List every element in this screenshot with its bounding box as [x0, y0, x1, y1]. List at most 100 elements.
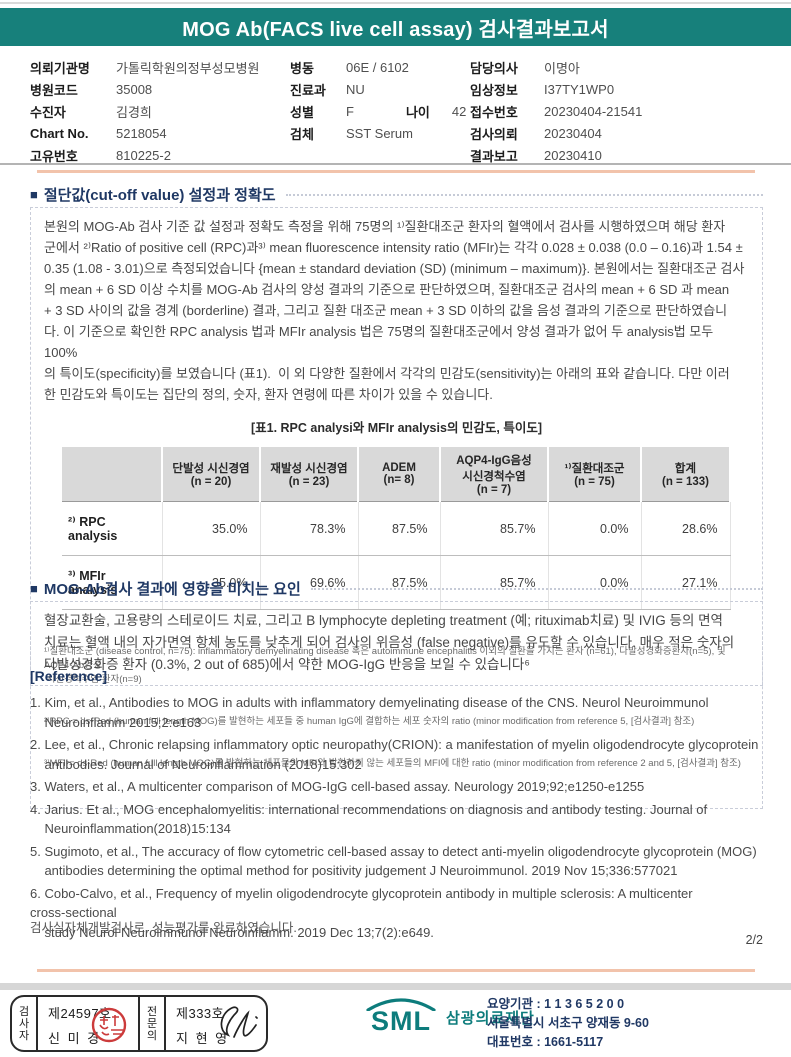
reference-item: 3. Waters, et al., A multicenter compari…	[30, 779, 645, 794]
row-header: ³⁾ MFIr analysis	[62, 555, 163, 610]
section-title: 절단값(cut-off value) 설정과 정확도	[43, 186, 276, 204]
field-label: 담당의사	[470, 60, 518, 76]
specialist-cell: 제333호 지 현 영	[166, 997, 266, 1050]
section-header: ■ 절단값(cut-off value) 설정과 정확도	[30, 184, 763, 204]
column-header: 재발성 시신경염 (n = 23)	[259, 445, 359, 502]
page-top-rule	[0, 2, 791, 4]
signature-stamp-box: 검사자 제24597호 신 미 경 전문의 제333호 지 현 영	[10, 995, 268, 1052]
report-title-bar: MOG Ab(FACS live cell assay) 검사결과보고서	[0, 8, 791, 46]
examiner-seal-icon	[90, 1006, 128, 1049]
references-section: [Reference] 1. Kim, et al., Antibodies t…	[30, 668, 767, 945]
column-header: AQP4-IgG음성 시신경척수염 (n = 7)	[439, 445, 549, 502]
field-value: 김경희	[116, 104, 152, 120]
examiner-name: 신 미 경	[48, 1031, 102, 1046]
info-row: 결과보고 20230410	[470, 144, 770, 166]
field-value: 이명아	[544, 60, 580, 76]
lab-care-org-no: 요양기관 : 1 1 3 6 5 2 0 0	[487, 997, 625, 1011]
field-label: 의뢰기관명	[30, 60, 90, 76]
column-header: ¹⁾질환대조군 (n = 75)	[547, 445, 642, 502]
footnote: ²⁾RPC = ds-Red (human full length MOG)를 …	[44, 716, 695, 727]
table-cell: 0.0%	[547, 555, 642, 610]
sml-arc-icon	[366, 998, 436, 1011]
table-cell: 87.5%	[357, 501, 441, 556]
patient-info: 의뢰기관명 가톨릭학원의정부성모병원 병원코드 35008 수진자 김경희 Ch…	[0, 56, 791, 164]
info-row: 접수번호 20230404-21541	[470, 100, 770, 122]
info-row: 검사의뢰 20230404	[470, 122, 770, 144]
field-value: NU	[346, 81, 365, 97]
info-row: 병원코드 35008	[30, 78, 285, 100]
field-label: 고유번호	[30, 148, 78, 164]
specialist-role-cell: 전문의	[138, 997, 166, 1050]
section-title: MOG-Ab검사 결과에 영향을 미치는 요인	[43, 580, 301, 598]
closing-note: 검사실자체개발검사로, 성능평가를 완료하였습니다.	[30, 921, 297, 935]
info-row: 담당의사 이명아	[470, 56, 770, 78]
table-cell: 87.5%	[357, 555, 441, 610]
field-label: 임상정보	[470, 82, 518, 98]
section-bullet-icon: ■	[30, 580, 38, 596]
table-row: ³⁾ MFIr analysis 35.0% 69.6% 87.5% 85.7%…	[62, 555, 731, 610]
info-row: Chart No. 5218054	[30, 122, 285, 144]
field-value: 35008	[116, 81, 153, 97]
field-label: 나이	[405, 104, 430, 120]
report-title: MOG Ab(FACS live cell assay) 검사결과보고서	[182, 18, 609, 41]
patient-info-col2: 병동 06E / 6102 진료과 NU 성별 F 나이 42 검체 SST S…	[290, 56, 475, 144]
divider-salmon-bottom	[37, 969, 755, 972]
lab-logo-block: SML 삼광의료재단	[364, 998, 535, 1035]
patient-info-col1: 의뢰기관명 가톨릭학원의정부성모병원 병원코드 35008 수진자 김경희 Ch…	[30, 56, 285, 166]
sml-logo-icon: SML	[364, 998, 438, 1035]
field-label: 검체	[290, 126, 314, 142]
table-cell: 28.6%	[640, 501, 731, 556]
info-row: 진료과 NU	[290, 78, 475, 100]
field-value: 5218054	[116, 125, 167, 141]
table-cell: 27.1%	[640, 555, 731, 610]
specialist-role-label: 전문의	[146, 1005, 158, 1042]
references-heading: [Reference]	[30, 668, 108, 684]
table-cell: 85.7%	[439, 555, 549, 610]
table-header-row: 단발성 시신경염 (n = 20) 재발성 시신경염 (n = 23) ADEM…	[62, 445, 731, 502]
section-body-box: 본원의 MOG-Ab 검사 기준 값 설정과 정확도 측정을 위해 75명의 ¹…	[30, 207, 763, 809]
reference-item: 2. Lee, et al., Chronic relapsing inflam…	[30, 737, 759, 772]
info-row: 병동 06E / 6102	[290, 56, 475, 78]
info-row: 검체 SST Serum	[290, 122, 475, 144]
table-cell: 78.3%	[259, 501, 359, 556]
info-row: 임상정보 I37TY1WP0	[470, 78, 770, 100]
field-label: 수진자	[30, 104, 66, 120]
table-caption: [표1. RPC analysi와 MFIr analysis의 민감도, 특이…	[250, 421, 543, 435]
reference-item: 5. Sugimoto, et al., The accuracy of flo…	[30, 843, 757, 879]
footnote: ¹⁾질환대조군 (disease control, n=75): inflamm…	[44, 646, 726, 685]
specialist-cert-no: 제333호	[176, 1006, 225, 1021]
footnote: ³⁾MFIr= ds-Red (human full length MOG)를 …	[44, 758, 741, 769]
table-cell: 85.7%	[439, 501, 549, 556]
factors-paragraph: 혈장교환술, 고용량의 스테로이드 치료, 그리고 B lymphocyte d…	[44, 613, 735, 672]
column-header: 합계 (n = 133)	[640, 445, 731, 502]
column-header: 단발성 시신경염 (n = 20)	[161, 445, 261, 502]
info-row: 의뢰기관명 가톨릭학원의정부성모병원	[30, 56, 285, 78]
page-number: 2/2	[745, 933, 763, 947]
field-value: 가톨릭학원의정부성모병원	[116, 60, 260, 76]
section-header: ■ MOG-Ab검사 결과에 영향을 미치는 요인	[30, 578, 763, 598]
specialist-name: 지 현 영	[176, 1031, 230, 1046]
section-body-box: 혈장교환술, 고용량의 스테로이드 치료, 그리고 B lymphocyte d…	[30, 601, 763, 686]
field-label: 병원코드	[30, 82, 78, 98]
examiner-role-label: 검사자	[18, 1005, 30, 1042]
section-cutoff-value: ■ 절단값(cut-off value) 설정과 정확도 본원의 MOG-Ab …	[30, 184, 763, 809]
cutoff-paragraph: 본원의 MOG-Ab 검사 기준 값 설정과 정확도 측정을 위해 75명의 ¹…	[44, 219, 745, 402]
sml-logo-text: SML	[371, 1006, 431, 1036]
examiner-role-cell: 검사자	[12, 997, 38, 1050]
divider-gray-rule	[0, 163, 791, 165]
info-row: 수진자 김경희	[30, 100, 285, 122]
field-value: I37TY1WP0	[544, 81, 615, 97]
reference-item: 1. Kim, et al., Antibodies to MOG in adu…	[30, 695, 709, 730]
field-value: 06E / 6102	[346, 59, 409, 75]
reference-item: 6. Cobo-Calvo, et al., Frequency of myel…	[30, 885, 693, 940]
lab-contact-info: 요양기관 : 1 1 3 6 5 2 0 0 서울특별시 서초구 양재동 9-6…	[487, 995, 649, 1052]
table-cell: 35.0%	[161, 501, 261, 556]
field-value: F	[346, 103, 354, 119]
specialist-signature-icon	[212, 1003, 264, 1052]
divider-salmon-top	[37, 170, 755, 173]
divider-gray-band	[0, 983, 791, 990]
row-header: ²⁾ RPC analysis	[62, 501, 163, 556]
info-row: 고유번호 810225-2	[30, 144, 285, 166]
lab-address: 서울특별시 서초구 양재동 9-60	[487, 1016, 649, 1030]
